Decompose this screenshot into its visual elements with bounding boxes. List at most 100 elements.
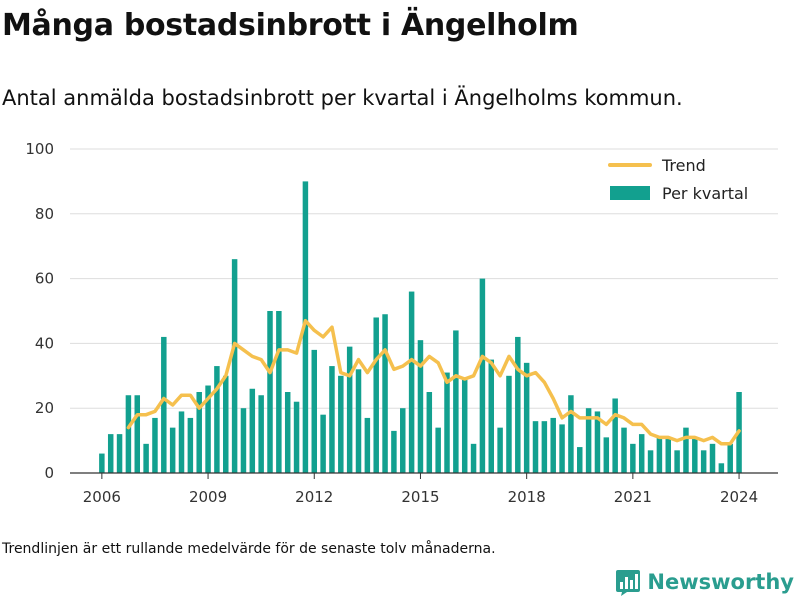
bar	[125, 395, 132, 473]
bar	[231, 259, 238, 473]
bar	[497, 427, 503, 473]
bar	[391, 430, 397, 473]
y-tick-label: 0	[44, 464, 54, 482]
x-tick-label: 2006	[83, 488, 121, 506]
bar	[382, 314, 388, 473]
brand-logo[interactable]: Newsworthy	[615, 568, 794, 596]
brand-name: Newsworthy	[647, 570, 794, 594]
bar	[134, 395, 141, 473]
bar-series	[99, 181, 742, 473]
bar	[515, 336, 521, 473]
bar	[435, 427, 441, 473]
bar	[311, 349, 318, 473]
bar	[656, 437, 663, 473]
bar	[187, 417, 194, 473]
y-tick-label: 60	[35, 270, 54, 288]
x-tick-label: 2021	[614, 488, 652, 506]
bar	[249, 388, 256, 473]
grid-lines	[70, 148, 778, 409]
bar	[692, 437, 698, 473]
bar	[603, 437, 610, 473]
bar	[99, 453, 105, 473]
bar	[700, 450, 707, 473]
bar	[267, 311, 273, 473]
bar	[550, 417, 556, 473]
bar	[612, 398, 618, 473]
bar	[532, 421, 539, 473]
bar	[709, 443, 716, 473]
x-tick-label: 2009	[189, 488, 227, 506]
chart-title: Många bostadsinbrott i Ängelholm	[2, 8, 579, 43]
bar	[143, 443, 149, 473]
bar	[196, 392, 202, 473]
bar	[355, 369, 362, 473]
bar	[568, 395, 574, 473]
bar-chart-logo-icon	[616, 570, 641, 596]
x-tick-label: 2015	[401, 488, 439, 506]
bar	[417, 340, 424, 473]
bar	[107, 434, 114, 473]
y-tick-label: 80	[35, 205, 54, 223]
trend-series	[126, 318, 741, 446]
bar	[647, 450, 654, 473]
bar	[408, 291, 415, 473]
bar	[727, 443, 733, 473]
legend-label-trend: Trend	[661, 156, 706, 175]
bar	[444, 372, 450, 473]
y-axis-ticks: 0 20 40 60 80 100	[25, 140, 54, 482]
bar	[338, 375, 344, 473]
bar	[161, 336, 167, 473]
bar	[223, 375, 229, 473]
bar	[320, 414, 326, 473]
bar	[364, 417, 371, 473]
bar	[665, 437, 672, 473]
bar	[461, 379, 468, 473]
chart-canvas: 0 20 40 60 80 100 2006 2009 2012 2015 2018 2021 202…	[25, 140, 778, 506]
x-axis: 2006 2009 2012 2015 2018 2021 2024	[70, 472, 778, 506]
legend-swatch-per-kvartal	[610, 186, 650, 200]
y-tick-label: 40	[35, 334, 54, 352]
bar	[674, 450, 680, 473]
bar	[284, 392, 291, 473]
x-tick-label: 2018	[508, 488, 546, 506]
bar	[178, 411, 185, 473]
bar	[240, 408, 247, 473]
legend-label-per-kvartal: Per kvartal	[662, 184, 748, 203]
trend-line	[126, 318, 741, 446]
bar	[630, 443, 636, 473]
bar	[152, 417, 158, 473]
bar	[506, 375, 512, 473]
bar	[470, 443, 477, 473]
bar	[346, 346, 353, 473]
footnote: Trendlinjen är ett rullande medelvärde f…	[2, 541, 496, 557]
bar	[276, 311, 282, 473]
bar	[577, 447, 583, 473]
bar	[373, 317, 379, 473]
bar	[683, 427, 689, 473]
bar	[205, 385, 211, 473]
bar	[541, 421, 548, 473]
bar	[523, 362, 530, 473]
bar	[169, 427, 176, 473]
bar	[479, 278, 486, 473]
bar	[214, 366, 220, 473]
bar	[585, 408, 592, 473]
bar	[116, 434, 123, 473]
bar	[453, 330, 459, 473]
bar	[258, 395, 264, 473]
y-tick-label: 20	[35, 399, 54, 417]
legend: Trend Per kvartal	[608, 156, 748, 203]
bar	[426, 392, 433, 473]
y-tick-label: 100	[25, 140, 54, 158]
chart-subtitle: Antal anmälda bostadsinbrott per kvartal…	[2, 86, 683, 110]
x-tick-label: 2012	[295, 488, 333, 506]
bar	[638, 434, 645, 473]
bar	[621, 427, 627, 473]
x-tick-label: 2024	[720, 488, 758, 506]
bar	[594, 411, 601, 473]
bar	[329, 366, 335, 473]
bar	[400, 408, 406, 473]
bar	[559, 424, 565, 473]
bar	[718, 463, 725, 473]
bar	[293, 401, 300, 473]
